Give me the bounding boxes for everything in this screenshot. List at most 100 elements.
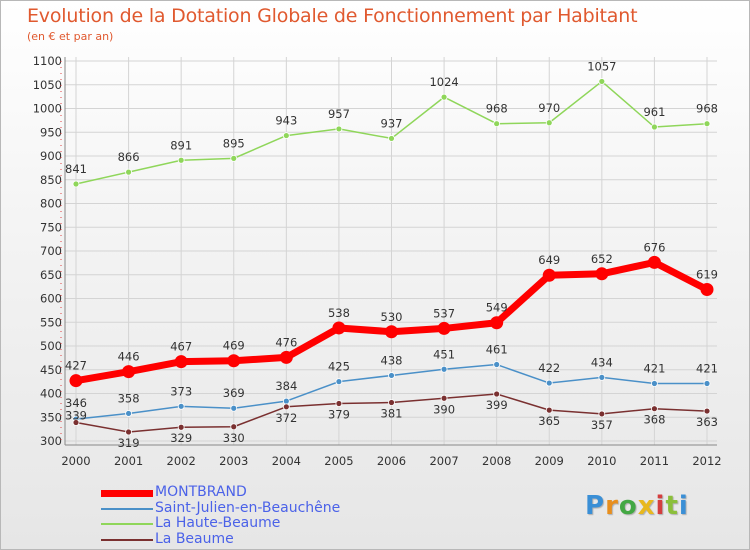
x-tick-label: 2007	[429, 454, 458, 468]
chart-title: Evolution de la Dotation Globale de Fonc…	[27, 5, 638, 27]
y-tick-label: 400	[40, 387, 62, 401]
data-point	[440, 394, 448, 402]
data-point	[598, 78, 606, 85]
chart-subtitle: (en € et par an)	[27, 30, 114, 43]
y-tick-label: 800	[40, 197, 62, 211]
data-point	[490, 316, 504, 330]
y-tick-label: 1050	[33, 78, 62, 92]
data-label: 866	[118, 150, 140, 164]
data-label: 422	[538, 361, 560, 375]
data-point	[545, 406, 553, 414]
data-point	[595, 267, 609, 281]
data-label: 676	[643, 240, 665, 254]
data-label: 1057	[587, 59, 616, 73]
data-label: 461	[486, 343, 508, 357]
legend-swatch	[101, 523, 153, 525]
data-point	[332, 321, 346, 335]
data-point	[493, 390, 501, 398]
data-point	[388, 372, 395, 379]
data-point	[703, 120, 711, 128]
data-point	[72, 180, 80, 188]
y-tick-label: 700	[40, 244, 62, 258]
proxiti-logo: Proxiti	[585, 491, 689, 521]
data-label: 957	[328, 107, 350, 121]
data-point	[700, 282, 714, 296]
data-point	[440, 93, 448, 101]
data-label: 319	[118, 436, 140, 450]
legend-swatch	[101, 507, 153, 510]
x-tick-label: 2002	[167, 454, 196, 468]
data-label: 369	[223, 386, 245, 400]
x-tick-label: 2005	[324, 454, 353, 468]
data-point	[385, 325, 398, 339]
data-point	[388, 399, 395, 406]
data-label: 421	[696, 362, 718, 376]
data-label: 421	[643, 362, 665, 376]
data-point	[125, 428, 132, 436]
data-point	[437, 321, 451, 335]
data-point	[177, 423, 185, 431]
data-point	[125, 410, 132, 417]
data-label: 652	[591, 252, 613, 266]
y-tick-label: 550	[40, 315, 62, 329]
data-label: 363	[696, 415, 718, 429]
data-label: 943	[275, 114, 297, 128]
data-point	[282, 403, 290, 411]
legend-swatch	[101, 538, 153, 541]
y-tick-label: 950	[40, 125, 62, 139]
data-label: 970	[538, 101, 560, 115]
data-label: 649	[538, 253, 560, 267]
data-point	[227, 354, 241, 368]
data-point	[279, 350, 293, 364]
y-tick-label: 1000	[33, 102, 62, 116]
data-point	[230, 154, 238, 162]
y-tick-label: 1100	[33, 54, 62, 68]
data-label: 469	[223, 339, 245, 353]
data-label: 538	[328, 306, 350, 320]
data-label: 368	[643, 413, 665, 427]
data-label: 381	[381, 407, 403, 421]
data-label: 427	[65, 359, 87, 373]
legend-label: Saint-Julien-en-Beauchêne	[155, 499, 341, 516]
data-label: 895	[223, 136, 245, 150]
y-tick-label: 750	[40, 220, 62, 234]
data-point	[598, 373, 606, 381]
data-label: 346	[65, 396, 87, 410]
data-label: 425	[328, 360, 350, 374]
data-label: 968	[486, 102, 508, 116]
data-label: 619	[696, 267, 718, 281]
data-point	[125, 168, 132, 176]
data-point	[177, 156, 185, 164]
x-tick-label: 2000	[61, 454, 90, 468]
x-tick-label: 2001	[114, 454, 143, 468]
data-point	[335, 378, 343, 386]
x-tick-label: 2012	[692, 454, 721, 468]
data-label: 372	[275, 411, 297, 425]
data-label: 1024	[429, 75, 458, 89]
data-point	[174, 355, 188, 369]
x-tick-label: 2004	[272, 454, 301, 468]
legend-swatch	[101, 489, 153, 497]
data-point	[177, 402, 185, 410]
y-tick-label: 300	[40, 434, 62, 448]
data-point	[542, 268, 556, 282]
data-label: 961	[643, 105, 665, 119]
data-label: 329	[170, 431, 192, 445]
data-point	[72, 419, 80, 426]
data-label: 358	[118, 391, 140, 405]
data-label: 476	[275, 335, 297, 349]
data-label: 434	[591, 355, 613, 369]
data-label: 451	[433, 347, 455, 361]
data-label: 390	[433, 402, 455, 416]
y-tick-label: 600	[40, 292, 62, 306]
data-point	[282, 397, 290, 405]
x-tick-label: 2011	[640, 454, 669, 468]
data-point	[122, 365, 136, 379]
data-point	[230, 404, 238, 412]
data-point	[651, 123, 658, 131]
data-point	[335, 125, 343, 133]
data-point	[651, 405, 658, 413]
data-point	[545, 379, 553, 387]
y-tick-label: 500	[40, 339, 62, 353]
